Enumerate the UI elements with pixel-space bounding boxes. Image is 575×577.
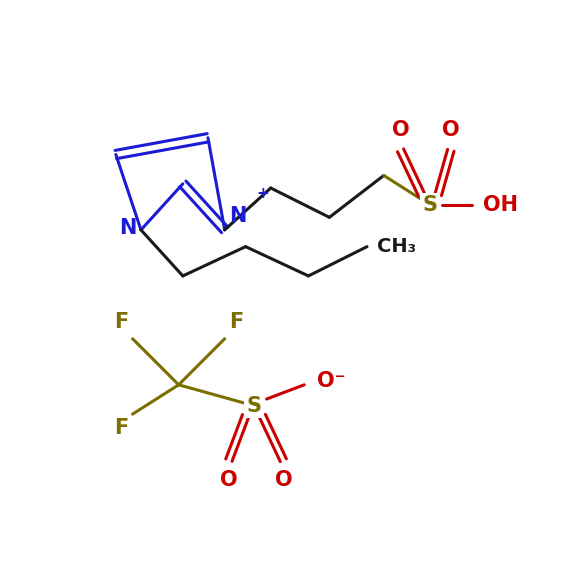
Text: N: N (120, 218, 137, 238)
Text: O: O (220, 470, 237, 490)
Text: O⁻: O⁻ (317, 370, 346, 391)
Text: N: N (229, 205, 246, 226)
Text: F: F (114, 312, 128, 332)
Text: S: S (423, 195, 438, 215)
Text: O: O (274, 470, 292, 490)
Text: S: S (247, 396, 262, 416)
Text: OH: OH (482, 195, 518, 215)
Text: O: O (442, 120, 459, 140)
Text: CH₃: CH₃ (377, 237, 416, 256)
Text: F: F (229, 312, 243, 332)
Text: +: + (256, 186, 269, 201)
Text: O: O (392, 120, 409, 140)
Text: F: F (114, 418, 128, 439)
